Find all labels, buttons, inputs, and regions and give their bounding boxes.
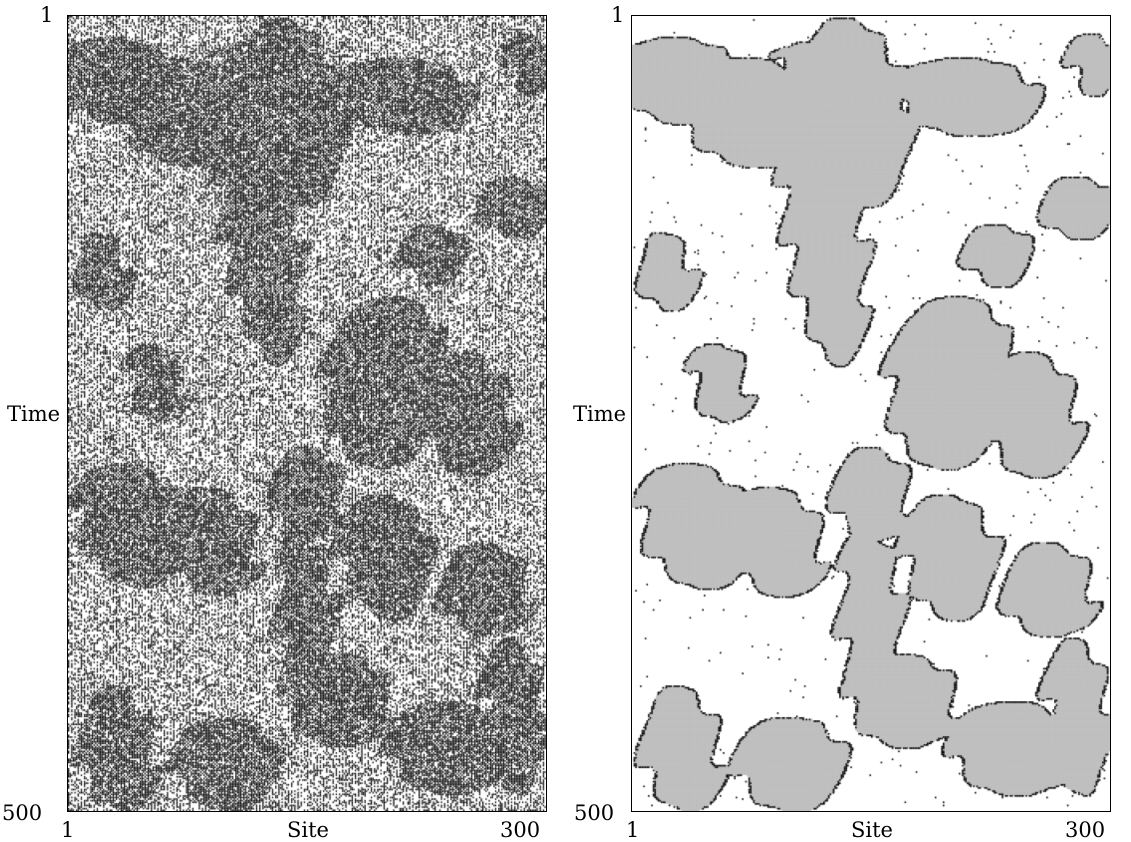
y-axis-label: Time — [573, 402, 627, 426]
panel-raw-spacetime: 1 Time 500 1 Site 300 — [0, 0, 560, 842]
y-tick-min: 1 — [611, 3, 625, 27]
y-axis-label: Time — [7, 402, 61, 426]
panel-filtered-spacetime: 1 Time 500 1 Site 300 — [565, 0, 1125, 842]
y-tick-min: 1 — [40, 3, 54, 27]
x-tick-min: 1 — [626, 818, 640, 842]
spacetime-raster-filtered — [632, 16, 1110, 811]
x-tick-max: 300 — [500, 818, 541, 842]
x-axis-label: Site — [287, 818, 329, 842]
y-tick-max: 500 — [574, 801, 615, 825]
y-tick-max: 500 — [2, 801, 43, 825]
plot-area-filtered — [631, 15, 1111, 812]
plot-area-raw — [67, 15, 547, 812]
x-tick-min: 1 — [61, 818, 75, 842]
x-tick-max: 300 — [1065, 818, 1106, 842]
x-axis-label: Site — [851, 818, 893, 842]
spacetime-raster-raw — [68, 16, 546, 811]
